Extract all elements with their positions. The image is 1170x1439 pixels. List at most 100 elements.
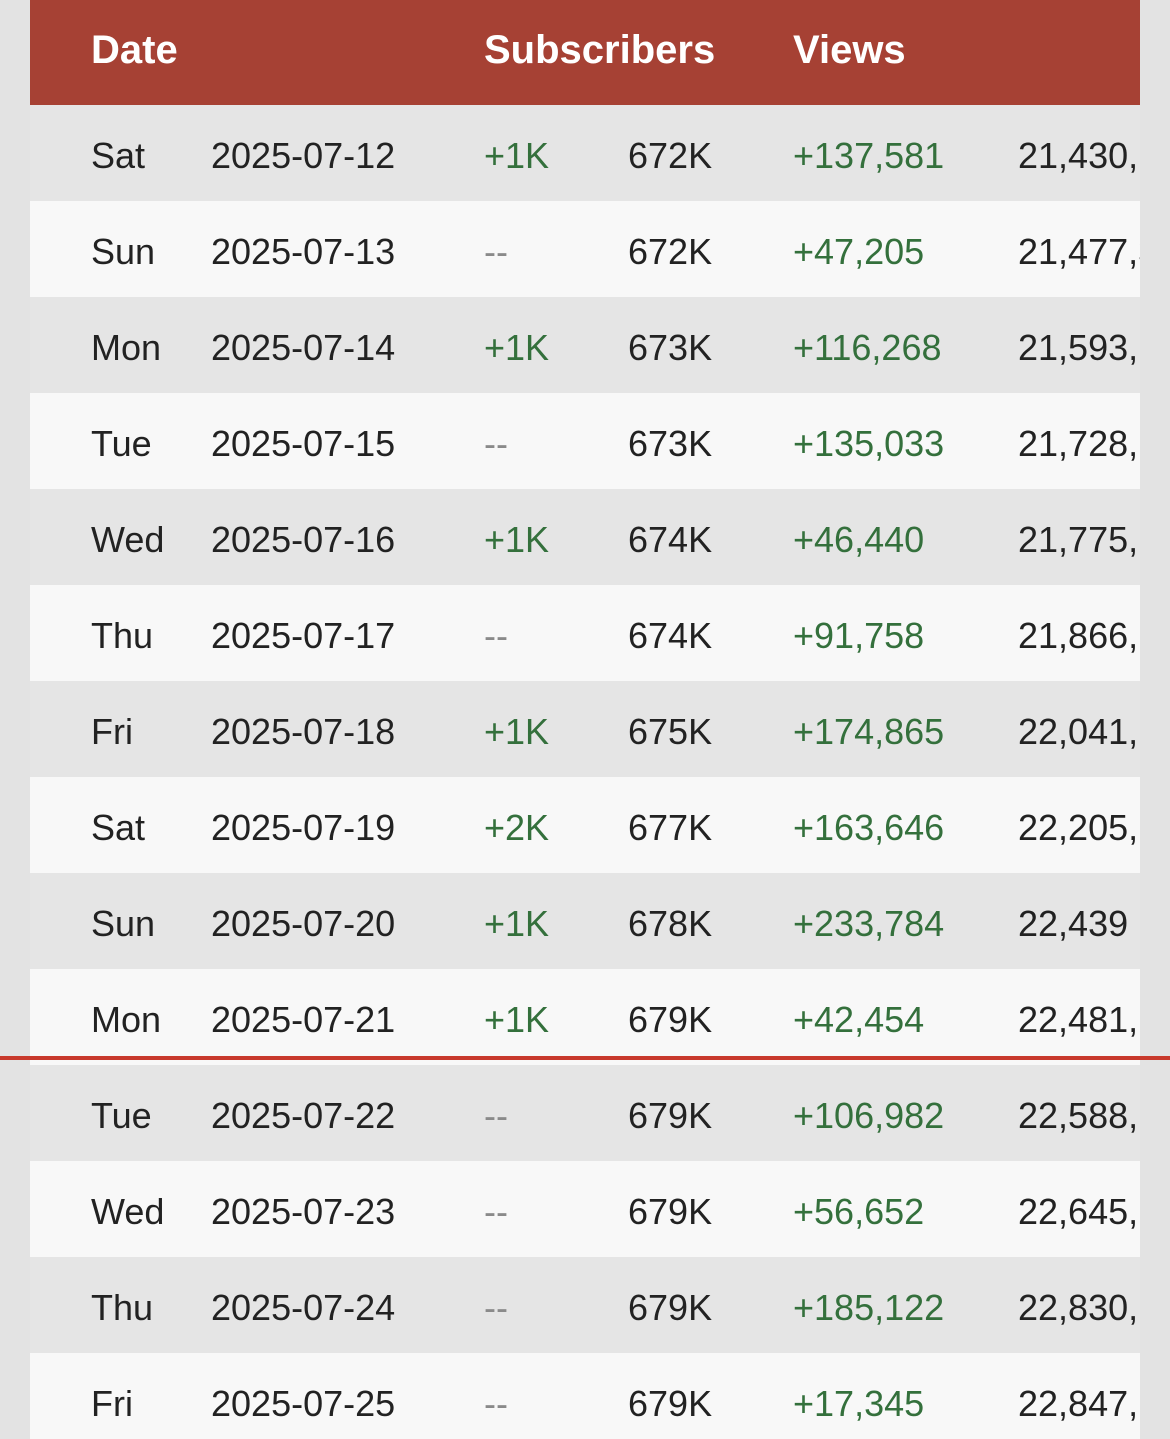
row-date: 2025-07-18 [211,711,396,752]
row-day: Tue [91,423,152,464]
row-view-change: +47,205 [793,231,925,272]
row-date: 2025-07-23 [211,1191,396,1232]
row-date: 2025-07-14 [211,327,396,368]
row-view-change: +163,646 [793,807,945,848]
table-row: Mon 2025-07-14 +1K 673K +116,268 21,593, [30,297,1140,393]
row-views: 21,430, [1018,135,1139,176]
table-row: Wed 2025-07-16 +1K 674K +46,440 21,775,( [30,489,1140,585]
column-header-views[interactable]: Views [793,28,906,72]
row-views: 22,847, [1018,1383,1139,1424]
row-subscribers: 679K [628,1287,713,1328]
row-day: Mon [91,999,162,1040]
row-subscribers: 672K [628,135,713,176]
row-subscribers: 674K [628,519,713,560]
row-date: 2025-07-21 [211,999,396,1040]
row-date: 2025-07-20 [211,903,396,944]
row-day: Sun [91,231,156,272]
row-date: 2025-07-15 [211,423,396,464]
row-subscribers: 679K [628,1095,713,1136]
row-subscriber-change: +1K [484,327,550,368]
row-date: 2025-07-16 [211,519,396,560]
row-views: 21,775,( [1018,519,1140,560]
table-row: Thu 2025-07-24 -- 679K +185,122 22,830, [30,1257,1140,1353]
table-row: Mon 2025-07-21 +1K 679K +42,454 22,481, [30,969,1140,1065]
row-subscribers: 677K [628,807,713,848]
table-header: Date Subscribers Views [30,0,1140,105]
row-subscribers: 673K [628,423,713,464]
table-row: Fri 2025-07-18 +1K 675K +174,865 22,041, [30,681,1140,777]
today-divider [0,1056,1170,1060]
row-day: Thu [91,1287,154,1328]
row-date: 2025-07-22 [211,1095,396,1136]
row-subscribers: 672K [628,231,713,272]
row-day: Thu [91,615,154,656]
row-views: 22,481, [1018,999,1139,1040]
table-row: Sun 2025-07-20 +1K 678K +233,784 22,439 [30,873,1140,969]
stats-table: Date Subscribers Views Sat 2025-07-12 +1K 6… [30,0,1140,1439]
table-row: Sat 2025-07-19 +2K 677K +163,646 22,205, [30,777,1140,873]
table-row: Wed 2025-07-23 -- 679K +56,652 22,645, [30,1161,1140,1257]
column-header-subscribers[interactable]: Subscribers [484,28,716,72]
row-subscriber-change: -- [484,1095,508,1136]
row-view-change: +91,758 [793,615,925,656]
row-day: Mon [91,327,162,368]
row-day: Sat [91,807,146,848]
row-views: 21,866, [1018,615,1139,656]
row-date: 2025-07-24 [211,1287,396,1328]
row-views: 22,205, [1018,807,1139,848]
row-subscriber-change: -- [484,1191,508,1232]
row-date: 2025-07-19 [211,807,396,848]
row-date: 2025-07-17 [211,615,396,656]
row-view-change: +137,581 [793,135,945,176]
row-day: Wed [91,1191,165,1232]
row-subscriber-change: +1K [484,903,550,944]
row-subscriber-change: +1K [484,519,550,560]
row-views: 22,830, [1018,1287,1139,1328]
row-view-change: +17,345 [793,1383,925,1424]
column-header-date[interactable]: Date [91,28,178,72]
row-view-change: +106,982 [793,1095,945,1136]
row-subscribers: 679K [628,1383,713,1424]
row-view-change: +116,268 [793,327,942,368]
row-day: Tue [91,1095,152,1136]
row-day: Sun [91,903,156,944]
row-views: 22,645, [1018,1191,1139,1232]
row-subscribers: 679K [628,1191,713,1232]
table-row: Thu 2025-07-17 -- 674K +91,758 21,866, [30,585,1140,681]
row-subscribers: 673K [628,327,713,368]
row-subscriber-change: +1K [484,711,550,752]
row-subscriber-change: -- [484,615,508,656]
row-subscribers: 674K [628,615,713,656]
row-view-change: +46,440 [793,519,925,560]
table-row: Fri 2025-07-25 -- 679K +17,345 22,847, [30,1353,1140,1439]
table-row: Sun 2025-07-13 -- 672K +47,205 21,477,3 [30,201,1140,297]
row-day: Wed [91,519,165,560]
row-views: 22,041, [1018,711,1139,752]
row-views: 21,477,3 [1018,231,1140,272]
row-subscriber-change: -- [484,231,508,272]
row-subscriber-change: +1K [484,135,550,176]
row-subscribers: 678K [628,903,713,944]
row-subscriber-change: -- [484,1287,508,1328]
row-subscribers: 675K [628,711,713,752]
row-view-change: +56,652 [793,1191,925,1232]
table-row: Sat 2025-07-12 +1K 672K +137,581 21,430, [30,105,1140,201]
row-date: 2025-07-25 [211,1383,396,1424]
row-view-change: +174,865 [793,711,945,752]
row-day: Fri [91,711,133,752]
row-view-change: +185,122 [793,1287,945,1328]
row-day: Fri [91,1383,133,1424]
row-date: 2025-07-12 [211,135,396,176]
row-subscribers: 679K [628,999,713,1040]
table-row: Tue 2025-07-15 -- 673K +135,033 21,728,( [30,393,1140,489]
table-row: Tue 2025-07-22 -- 679K +106,982 22,588, [30,1065,1140,1161]
row-day: Sat [91,135,146,176]
row-subscriber-change: -- [484,1383,508,1424]
row-subscriber-change: +1K [484,999,550,1040]
row-views: 22,439 [1018,903,1129,944]
row-subscriber-change: +2K [484,807,550,848]
row-views: 21,728,( [1018,423,1140,464]
row-view-change: +135,033 [793,423,945,464]
row-view-change: +233,784 [793,903,945,944]
row-subscriber-change: -- [484,423,508,464]
